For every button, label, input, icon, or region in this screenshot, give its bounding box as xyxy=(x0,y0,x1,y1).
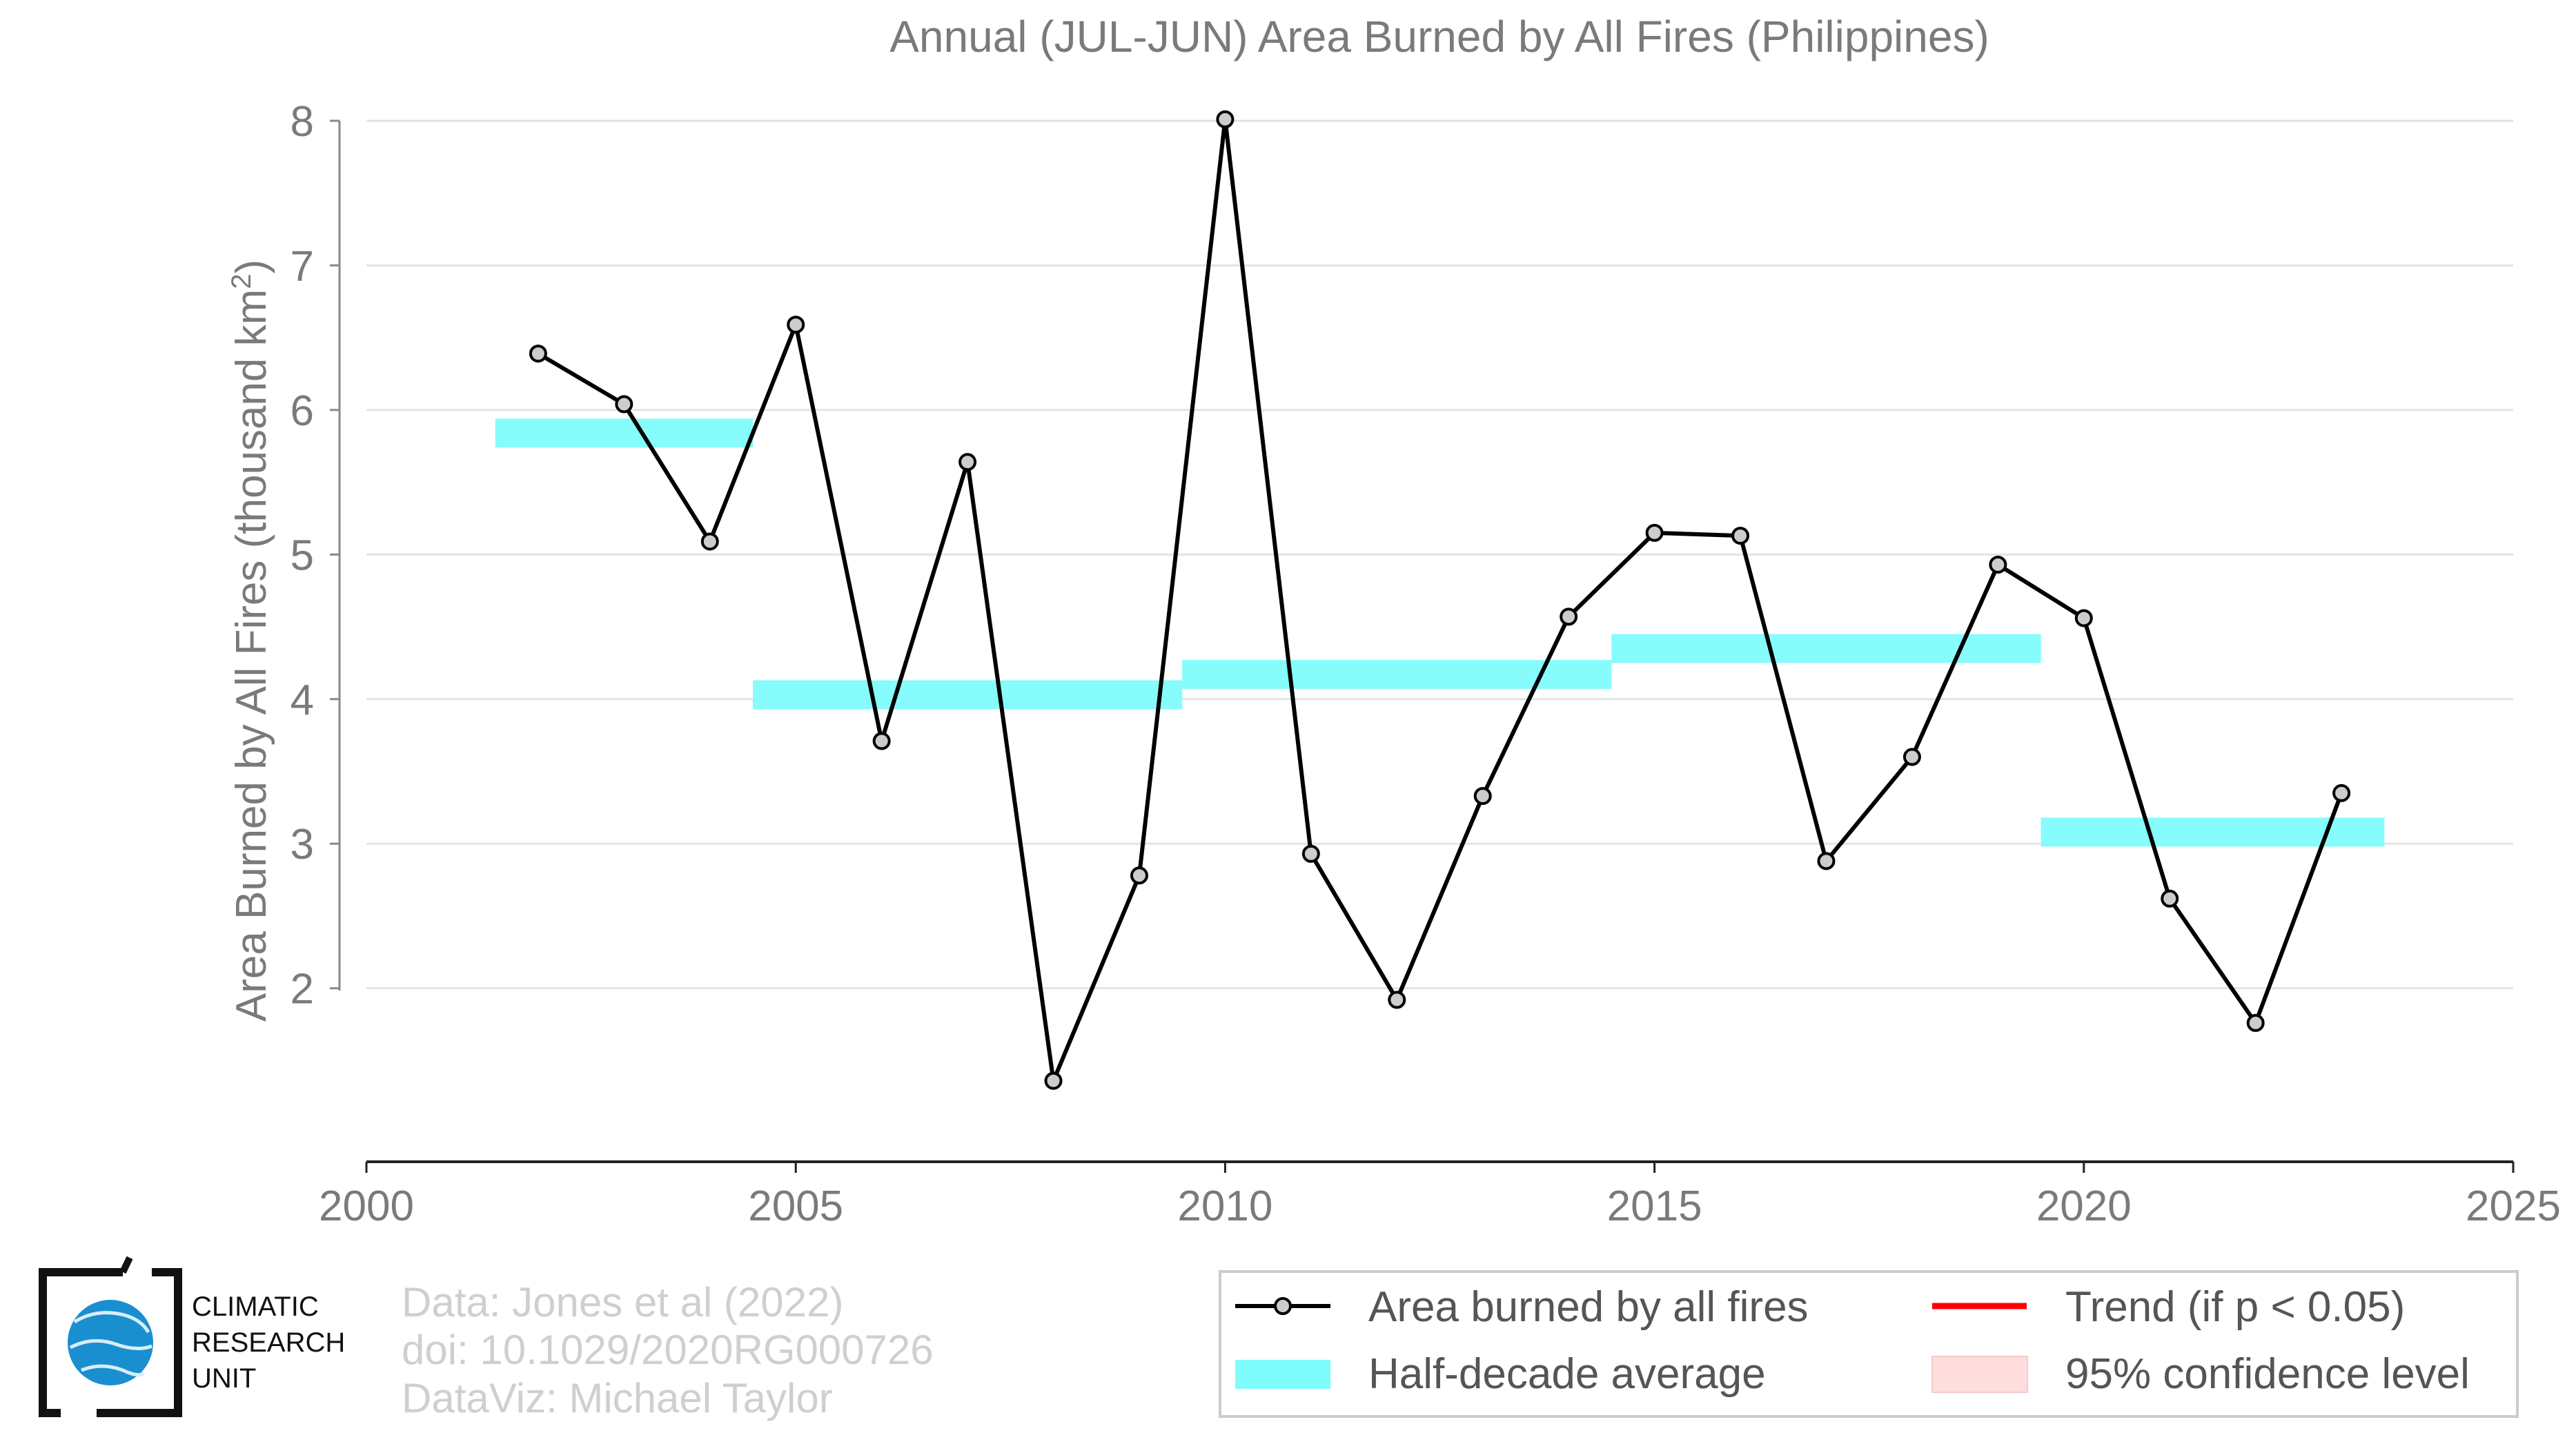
data-point xyxy=(2246,1013,2265,1032)
legend-swatch-confidence xyxy=(1931,1356,2028,1393)
data-point xyxy=(872,732,891,750)
data-point xyxy=(787,315,805,334)
y-tick-label: 5 xyxy=(291,532,314,579)
y-tick-label: 2 xyxy=(291,966,314,1013)
x-tick-label: 2000 xyxy=(319,1182,414,1230)
x-tick-label: 2005 xyxy=(748,1182,843,1230)
credit-dataviz: DataViz: Michael Taylor xyxy=(402,1375,833,1421)
legend-frame xyxy=(1219,1270,2519,1418)
half-decade-band xyxy=(495,418,753,448)
data-point xyxy=(2074,609,2093,627)
credits: Data: Jones et al (2022) doi: 10.1029/20… xyxy=(402,1279,934,1421)
data-point xyxy=(1989,555,2007,574)
logo-globe-swirl-3 xyxy=(81,1364,145,1377)
data-point xyxy=(2161,889,2179,908)
legend-label-trend: Trend (if p < 0.05) xyxy=(2065,1283,2405,1331)
half-decade-average-bands xyxy=(495,418,2385,847)
legend-marker-area-burned xyxy=(1274,1297,1292,1315)
data-point xyxy=(1473,787,1492,806)
area-burned-series xyxy=(529,110,2351,1090)
y-axis-label: Area Burned by All Fires (thousand km2) xyxy=(226,260,275,1022)
data-point xyxy=(615,395,633,413)
legend-label-confidence: 95% confidence level xyxy=(2065,1350,2470,1398)
data-point xyxy=(1388,991,1406,1009)
legend: Area burned by all fires Trend (if p < 0… xyxy=(1219,1270,2519,1418)
data-point xyxy=(1731,527,1750,545)
y-tick-label: 4 xyxy=(291,676,314,724)
half-decade-band xyxy=(752,680,1183,710)
y-tick-label: 6 xyxy=(291,387,314,435)
logo-bracket-left xyxy=(39,1268,123,1417)
logo-text-research: RESEARCH xyxy=(192,1327,345,1358)
x-tick-label: 2010 xyxy=(1177,1182,1272,1230)
data-point xyxy=(1645,523,1664,542)
y-axis-ticks: 2 3 4 5 6 7 8 xyxy=(291,98,340,1013)
y-axis-label-main: Area Burned by All Fires (thousand km xyxy=(228,289,275,1022)
x-axis-ticks: 2000 2005 2010 2015 2020 2025 xyxy=(319,1162,2561,1230)
data-point xyxy=(1216,110,1235,128)
logo-globe-swirl-2 xyxy=(69,1338,153,1350)
x-tick-label: 2020 xyxy=(2036,1182,2132,1230)
data-point xyxy=(1130,866,1148,885)
cru-logo: CLIMATIC RESEARCH UNIT xyxy=(39,1256,345,1417)
series-line xyxy=(537,117,2343,1083)
data-point xyxy=(529,344,547,363)
y-axis-label-close: ) xyxy=(228,260,275,274)
y-tick-label: 3 xyxy=(291,821,314,868)
legend-label-area-burned: Area burned by all fires xyxy=(1368,1283,1809,1331)
axes xyxy=(338,121,2513,1163)
chart-title: Annual (JUL-JUN) Area Burned by All Fire… xyxy=(889,12,1989,61)
logo-text-climatic: CLIMATIC xyxy=(192,1292,319,1322)
data-point xyxy=(1817,852,1836,870)
data-point xyxy=(958,453,977,471)
y-tick-label: 7 xyxy=(291,242,314,290)
logo-slash-top xyxy=(119,1256,133,1274)
data-point xyxy=(1902,748,1921,766)
y-axis-label-superscript: 2 xyxy=(226,274,257,289)
grid-lines xyxy=(366,119,2513,990)
logo-globe-swirl-1 xyxy=(73,1311,150,1334)
credit-doi: doi: 10.1029/2020RG000726 xyxy=(402,1327,934,1373)
half-decade-band xyxy=(2041,817,2385,847)
data-point xyxy=(1044,1071,1063,1090)
logo-text-unit: UNIT xyxy=(192,1363,256,1394)
credit-data-source: Data: Jones et al (2022) xyxy=(402,1279,843,1325)
data-point xyxy=(1560,607,1578,626)
legend-label-half-decade: Half-decade average xyxy=(1368,1350,1766,1398)
half-decade-band xyxy=(1611,634,2041,663)
legend-swatch-half-decade xyxy=(1235,1360,1330,1389)
x-tick-label: 2015 xyxy=(1607,1182,1702,1230)
y-tick-label: 8 xyxy=(291,98,314,146)
data-point xyxy=(2332,783,2351,802)
x-tick-label: 2025 xyxy=(2466,1182,2561,1230)
data-point xyxy=(1301,844,1320,863)
data-point xyxy=(700,532,719,551)
logo-bracket-right xyxy=(97,1268,182,1417)
